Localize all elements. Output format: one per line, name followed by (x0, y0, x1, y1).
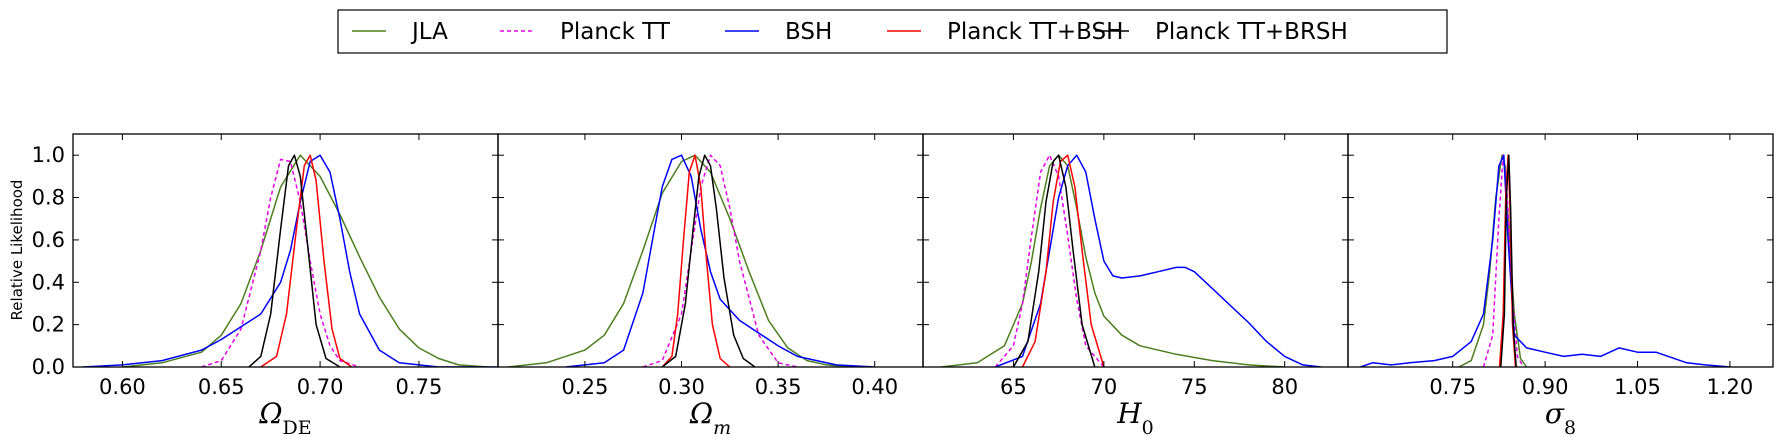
series-line-bsh (995, 154, 1321, 367)
series-line-planck-tt-bsh (661, 154, 731, 367)
x-axis-label: ΩDE (258, 397, 311, 438)
legend: JLA Planck TT BSH Planck TT+BSH Planck TT+BR… (337, 9, 1448, 54)
legend-label: JLA (410, 19, 448, 45)
panel-1: 0.0 0.2 0.4 0.6 0.8 1.0 0.60 0.65 0.70 0.75 ΩDE (32, 133, 499, 438)
y-axis-label: Relative Likelihood (8, 180, 26, 321)
x-tick-label: 75 (1181, 375, 1208, 399)
legend-label: Planck TT+BSH (947, 19, 1123, 45)
x-tick-label: 70 (1090, 375, 1117, 399)
y-tick-label: 0.0 (32, 355, 65, 379)
x-tick-label: 1.05 (1614, 375, 1661, 399)
series-line-planck-tt (201, 158, 360, 367)
series-line-planck-tt-bsh (1021, 154, 1105, 367)
series-line-planck-tt-brsh (661, 154, 756, 367)
x-tick-label: 0.75 (1429, 375, 1476, 399)
panel-3: 65 70 75 80 H0 (922, 133, 1349, 438)
series-line-bsh (565, 154, 875, 367)
plot-frame (922, 133, 1349, 368)
legend-label: BSH (785, 19, 832, 45)
x-tick-label: 1.20 (1707, 375, 1754, 399)
x-tick-label: 0.40 (851, 375, 898, 399)
series-line-planck-tt-brsh (1012, 154, 1096, 367)
series-line-planck-tt-bsh (260, 154, 353, 367)
series-line-planck-tt (1482, 154, 1525, 367)
series-line-bsh (82, 154, 498, 367)
plot-frame (72, 133, 499, 368)
x-tick-label: 0.25 (562, 375, 609, 399)
x-tick-label: 80 (1271, 375, 1298, 399)
x-tick-label: 0.70 (297, 375, 344, 399)
x-tick-label: 0.65 (198, 375, 245, 399)
panel-4: 0.75 0.90 1.05 1.20 σ8 (1347, 133, 1774, 438)
y-tick-label: 0.4 (32, 270, 65, 294)
x-axis-label: Ωm (689, 397, 731, 438)
x-tick-label: 65 (1000, 375, 1027, 399)
panel-2: 0.25 0.30 0.35 0.40 Ωm (497, 133, 924, 438)
y-tick-label: 0.8 (32, 186, 65, 210)
series-line-jla (122, 154, 489, 367)
legend-label: Planck TT+BRSH (1155, 19, 1348, 45)
x-axis-label: H0 (1116, 397, 1154, 438)
series-line-planck-tt-brsh (248, 154, 341, 367)
series-line-planck-tt-brsh (1500, 154, 1517, 367)
series-line-planck-tt (642, 154, 798, 367)
x-tick-label: 0.30 (658, 375, 705, 399)
legend-label: Planck TT (560, 19, 671, 45)
x-tick-label: 0.35 (755, 375, 802, 399)
series-line-planck-tt (994, 154, 1105, 367)
x-tick-label: 0.90 (1522, 375, 1569, 399)
plot-frame (1347, 133, 1774, 368)
x-tick-label: 0.75 (396, 375, 443, 399)
y-tick-label: 0.6 (32, 228, 65, 252)
x-tick-label: 0.60 (99, 375, 146, 399)
y-tick-label: 0.2 (32, 313, 65, 337)
series-line-jla (941, 154, 1285, 367)
x-axis-label: σ8 (1545, 397, 1576, 438)
series-line-jla (1458, 154, 1528, 367)
y-tick-label: 1.0 (32, 143, 65, 167)
series-line-bsh (1360, 154, 1730, 367)
